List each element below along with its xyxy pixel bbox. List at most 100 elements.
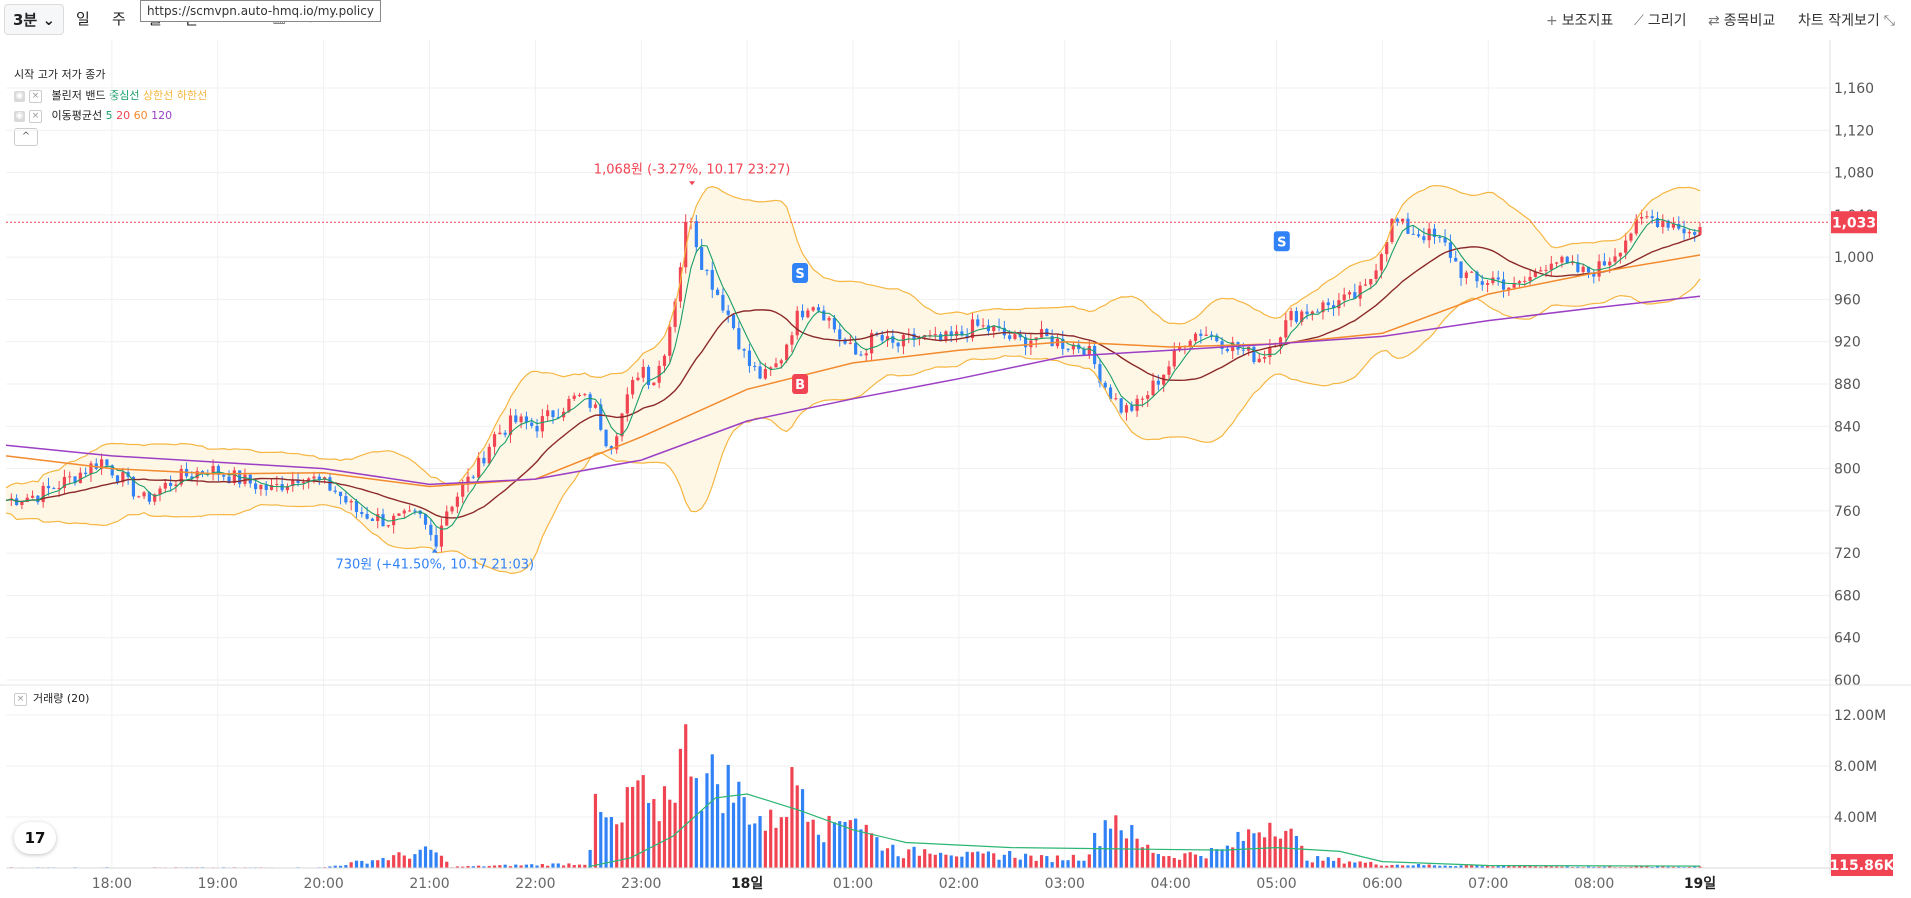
candle-body <box>954 331 959 337</box>
add-indicator-button[interactable]: + 보조지표 <box>1546 10 1613 30</box>
eye-icon[interactable]: ◉ <box>14 90 25 102</box>
volume-bar <box>423 846 428 868</box>
low-marker-icon <box>431 548 438 553</box>
compare-button[interactable]: ⇄ 종목비교 <box>1708 10 1775 30</box>
time-tick-label: 06:00 <box>1362 876 1402 892</box>
volume-bar <box>1220 849 1224 868</box>
candle-body <box>99 459 104 469</box>
volume-bar <box>1193 854 1198 868</box>
candle-body <box>1523 280 1527 282</box>
candle-body <box>1369 278 1373 285</box>
volume-bar <box>477 865 481 868</box>
candle-body <box>705 269 709 271</box>
tradingview-logo[interactable]: 17 <box>14 822 56 854</box>
volume-bar <box>1183 853 1187 868</box>
candle-body <box>232 470 236 483</box>
candle-body <box>700 247 704 270</box>
candle-body <box>636 377 640 381</box>
candle-body <box>1475 271 1479 282</box>
draw-button[interactable]: ⟋ 그리기 <box>1634 10 1686 30</box>
volume-bar <box>1416 863 1421 868</box>
candle-body <box>429 524 433 536</box>
volume-bar <box>492 865 497 868</box>
volume-bar <box>434 852 438 868</box>
candle-body <box>1496 277 1500 280</box>
candle-body <box>354 500 359 513</box>
volume-legend-label: 거래량 (20) <box>33 692 90 705</box>
ma120-label: 120 <box>151 109 173 122</box>
candle-body <box>806 310 810 318</box>
volume-bar <box>413 854 417 868</box>
volume-bar <box>769 809 773 868</box>
candle-body <box>1464 272 1468 278</box>
candle-body <box>41 485 45 503</box>
close-icon[interactable]: × <box>29 89 42 103</box>
volume-bar <box>1018 859 1022 868</box>
timeframe-dropdown[interactable]: 3분 ⌄ <box>4 4 65 35</box>
volume-bar <box>822 842 826 868</box>
volume-bar <box>1231 847 1235 868</box>
volume-bar <box>960 856 964 868</box>
candle-body <box>1215 335 1219 342</box>
candle-body <box>678 267 683 302</box>
close-icon[interactable]: × <box>29 109 42 123</box>
candle-body <box>593 404 598 408</box>
candle-body <box>519 416 523 423</box>
volume-bar <box>1029 855 1033 868</box>
collapse-legend-button[interactable]: ^ <box>14 128 38 146</box>
candle-body <box>370 518 375 521</box>
time-tick-label: 21:00 <box>409 876 449 892</box>
ma-legend: ◉ × 이동평균선 5 20 60 120 <box>14 107 172 123</box>
timeframe-week[interactable]: 주 <box>112 10 126 28</box>
volume-bar <box>1353 862 1357 868</box>
volume-bar <box>710 754 714 868</box>
volume-bar <box>1300 845 1304 868</box>
candle-body <box>222 474 226 477</box>
current-volume-tag <box>1831 854 1893 876</box>
volume-bar <box>1390 864 1394 868</box>
volume-bar <box>880 850 884 868</box>
candle-body <box>1326 302 1330 306</box>
time-tick-label: 04:00 <box>1150 876 1190 892</box>
shrink-chart-button[interactable]: 차트 작게보기 ⤡ <box>1798 10 1899 30</box>
bollinger-legend: ◉ × 볼린저 밴드 중심선 상한선 하한선 <box>14 87 207 103</box>
volume-bar <box>1539 866 1543 868</box>
eye-icon[interactable]: ◉ <box>14 110 25 122</box>
volume-bar <box>1215 849 1219 868</box>
close-icon[interactable]: × <box>14 692 27 706</box>
volume-bar <box>482 866 486 868</box>
timeframe-day[interactable]: 일 <box>76 10 90 28</box>
candle-body <box>115 475 120 483</box>
candle-body <box>360 512 364 515</box>
candle-body <box>296 479 300 483</box>
candle-body <box>402 510 406 514</box>
candle-body <box>1629 233 1633 241</box>
moving-average-lines <box>5 184 1701 575</box>
volume-bar <box>1061 860 1065 868</box>
volume-bar <box>1071 854 1075 868</box>
candle-body <box>1316 311 1320 313</box>
volume-bar <box>1241 840 1245 868</box>
volume-bar <box>1130 825 1134 868</box>
candle-body <box>1602 261 1607 266</box>
candle-body <box>694 221 698 248</box>
candle-body <box>1581 266 1585 272</box>
bollinger-upper-label: 상한선 <box>142 89 174 102</box>
candle-body <box>1066 348 1070 350</box>
candle-body <box>965 335 969 339</box>
volume-bar <box>519 865 523 868</box>
candle-body <box>52 488 56 490</box>
candle-body <box>827 317 831 321</box>
candle-body <box>275 484 279 486</box>
candle-body <box>301 481 305 483</box>
volume-bar <box>684 724 688 868</box>
current-price-label: 1,033 <box>1832 215 1876 231</box>
volume-bar <box>896 856 900 868</box>
volume-bar <box>705 773 709 868</box>
candle-body <box>1337 300 1341 309</box>
volume-bar <box>1459 865 1463 868</box>
volume-bar <box>1639 866 1644 868</box>
candle-body <box>1517 281 1522 284</box>
bollinger-mid-label: 중심선 <box>109 89 140 102</box>
